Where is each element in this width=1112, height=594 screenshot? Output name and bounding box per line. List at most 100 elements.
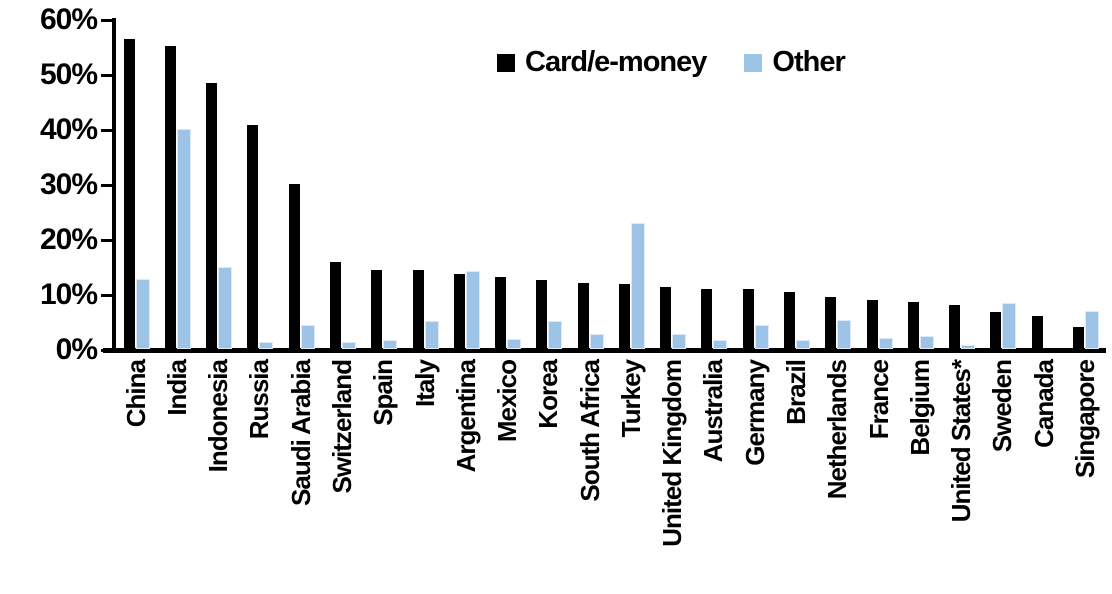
y-tick-label: 0% — [55, 333, 98, 366]
bar-other-indonesia — [219, 267, 232, 348]
bar-group-france — [858, 20, 899, 348]
bar-card-e-money-turkey — [618, 283, 630, 348]
x-label-singapore: Singapore — [1069, 360, 1100, 479]
bar-group-turkey — [611, 20, 652, 348]
y-tick-mark — [101, 348, 112, 352]
bar-other-saudi-arabia — [301, 326, 314, 348]
bar-card-e-money-saudi-arabia — [288, 184, 300, 348]
bar-other-brazil — [796, 340, 809, 348]
bar-other-belgium — [920, 337, 933, 348]
bar-group-indonesia — [198, 20, 239, 348]
y-axis-line — [112, 18, 116, 352]
bar-card-e-money-australia — [701, 288, 713, 348]
bar-other-korea — [549, 322, 562, 348]
bar-other-spain — [384, 341, 397, 348]
x-label-brazil: Brazil — [780, 360, 811, 425]
bar-other-united-states — [962, 346, 975, 348]
x-label-france: France — [863, 360, 894, 440]
bar-card-e-money-united-states — [949, 304, 961, 348]
bar-other-china — [136, 280, 149, 348]
bar-other-united-kingdom — [673, 335, 686, 348]
x-label-russia: Russia — [244, 360, 275, 440]
bar-group-saudi-arabia — [281, 20, 322, 348]
bar-other-netherlands — [838, 321, 851, 348]
bar-group-sweden — [982, 20, 1023, 348]
bar-other-switzerland — [342, 343, 355, 348]
legend-swatch-card-e-money-icon — [497, 53, 515, 72]
y-tick-label: 60% — [39, 3, 98, 36]
x-label-india: India — [161, 360, 192, 416]
bar-group-south-africa — [569, 20, 610, 348]
bar-other-singapore — [1085, 311, 1098, 348]
bar-card-e-money-russia — [247, 125, 259, 348]
bar-card-e-money-netherlands — [825, 296, 837, 348]
y-tick-label: 30% — [39, 168, 98, 201]
x-label-turkey: Turkey — [615, 360, 646, 438]
bar-group-switzerland — [322, 20, 363, 348]
y-tick-mark — [101, 238, 112, 242]
y-tick-mark — [101, 128, 112, 132]
bar-group-italy — [404, 20, 445, 348]
x-label-argentina: Argentina — [450, 360, 481, 473]
bar-group-russia — [239, 20, 280, 348]
legend-swatch-other-icon — [744, 53, 763, 72]
bar-card-e-money-france — [866, 299, 878, 348]
bar-other-italy — [425, 321, 438, 348]
x-label-switzerland: Switzerland — [326, 360, 357, 494]
bar-group-india — [157, 20, 198, 348]
bar-card-e-money-belgium — [907, 302, 919, 348]
bar-group-united-states — [941, 20, 982, 348]
bar-group-argentina — [446, 20, 487, 348]
bar-group-brazil — [776, 20, 817, 348]
bar-other-australia — [714, 341, 727, 348]
bar-card-e-money-argentina — [453, 273, 465, 348]
bar-other-sweden — [1003, 304, 1016, 348]
bar-other-france — [879, 339, 892, 348]
bar-card-e-money-italy — [412, 270, 424, 348]
bar-card-e-money-singapore — [1072, 326, 1084, 348]
bar-card-e-money-spain — [371, 269, 383, 348]
bar-card-e-money-korea — [536, 280, 548, 348]
bar-other-india — [177, 130, 190, 348]
y-tick-mark — [101, 73, 112, 77]
x-label-spain: Spain — [368, 360, 399, 426]
x-label-united-states: United States* — [946, 360, 977, 523]
bar-group-canada — [1023, 20, 1064, 348]
bar-group-united-kingdom — [652, 20, 693, 348]
bar-other-south-africa — [590, 334, 603, 348]
bar-card-e-money-germany — [742, 289, 754, 348]
legend-item-other: Other — [744, 48, 846, 77]
bar-group-singapore — [1065, 20, 1106, 348]
x-label-netherlands: Netherlands — [822, 360, 853, 500]
y-tick-mark — [101, 183, 112, 187]
bar-card-e-money-united-kingdom — [660, 286, 672, 348]
x-label-italy: Italy — [409, 360, 440, 408]
x-label-sweden: Sweden — [987, 360, 1018, 453]
bar-group-belgium — [900, 20, 941, 348]
bar-card-e-money-india — [164, 45, 176, 348]
x-label-saudi-arabia: Saudi Arabia — [285, 360, 316, 506]
legend: Card/e-money Other — [497, 46, 846, 78]
y-tick-label: 10% — [39, 278, 98, 311]
x-label-mexico: Mexico — [492, 360, 523, 443]
legend-label: Card/e-money — [525, 46, 707, 78]
bar-other-turkey — [631, 224, 644, 348]
x-label-germany: Germany — [739, 360, 770, 466]
bar-group-mexico — [487, 20, 528, 348]
y-tick-mark — [101, 18, 112, 22]
bar-card-e-money-switzerland — [329, 262, 341, 348]
x-label-canada: Canada — [1028, 360, 1059, 448]
bar-group-china — [116, 20, 157, 348]
bar-card-e-money-brazil — [783, 292, 795, 348]
bar-card-e-money-canada — [1031, 315, 1043, 348]
x-label-china: China — [120, 360, 151, 428]
y-tick-label: 50% — [39, 58, 98, 91]
bar-group-australia — [693, 20, 734, 348]
y-tick-label: 40% — [39, 113, 98, 146]
legend-item-card-e-money: Card/e-money — [497, 46, 707, 78]
bar-group-korea — [528, 20, 569, 348]
bar-group-netherlands — [817, 20, 858, 348]
x-label-south-africa: South Africa — [574, 360, 605, 502]
bar-card-e-money-mexico — [495, 276, 507, 348]
